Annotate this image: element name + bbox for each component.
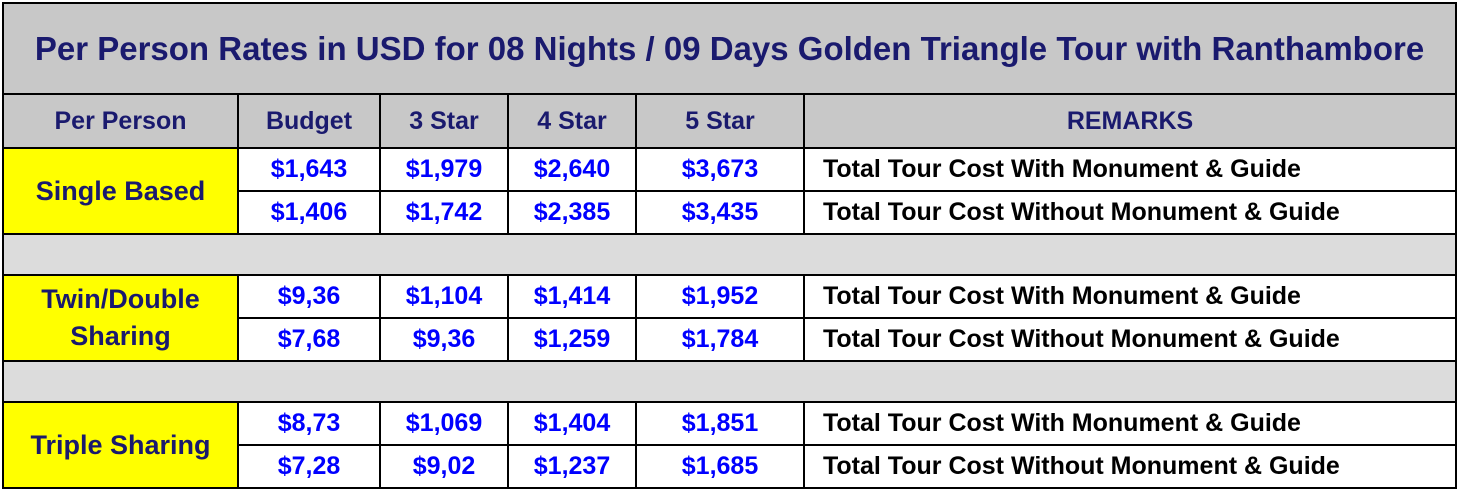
- spacer-row: [1, 360, 1458, 403]
- remarks-cell: Total Tour Cost Without Monument & Guide: [802, 317, 1458, 362]
- group-label-twin-double-sharing: Twin/Double Sharing: [2, 274, 239, 362]
- price-budget: $1,406: [237, 190, 381, 235]
- price-3-star: $9,36: [379, 317, 509, 362]
- header-3-star: 3 Star: [379, 93, 509, 149]
- group-label-triple-sharing: Triple Sharing: [2, 401, 239, 489]
- header-4-star: 4 Star: [507, 93, 637, 149]
- spacer-cell: [1, 360, 1458, 403]
- price-5-star: $1,784: [635, 317, 805, 362]
- price-4-star: $1,404: [507, 401, 637, 446]
- price-5-star: $1,952: [635, 274, 805, 319]
- table-body: Per Person Rates in USD for 08 Nights / …: [1, 2, 1458, 489]
- table-row: $7,68 $9,36 $1,259 $1,784 Total Tour Cos…: [3, 317, 1458, 362]
- price-3-star: $1,104: [379, 274, 509, 319]
- price-4-star: $1,259: [507, 317, 637, 362]
- header-per-person: Per Person: [2, 93, 239, 149]
- price-budget: $7,68: [237, 317, 381, 362]
- spacer-row: [1, 233, 1458, 276]
- header-remarks: REMARKS: [802, 93, 1458, 149]
- price-5-star: $1,851: [635, 401, 805, 446]
- remarks-cell: Total Tour Cost With Monument & Guide: [802, 147, 1458, 192]
- price-4-star: $2,640: [507, 147, 637, 192]
- rates-table: Per Person Rates in USD for 08 Nights / …: [1, 2, 1458, 489]
- price-budget: $1,643: [237, 147, 381, 192]
- spacer-cell: [1, 233, 1458, 276]
- remarks-cell: Total Tour Cost With Monument & Guide: [802, 401, 1458, 446]
- price-3-star: $1,979: [379, 147, 509, 192]
- remarks-cell: Total Tour Cost Without Monument & Guide: [802, 444, 1458, 489]
- header-5-star: 5 Star: [635, 93, 805, 149]
- price-3-star: $1,742: [379, 190, 509, 235]
- price-budget: $8,73: [237, 401, 381, 446]
- table-row: Triple Sharing $8,73 $1,069 $1,404 $1,85…: [2, 401, 1458, 489]
- price-budget: $9,36: [237, 274, 381, 319]
- table-row: Single Based $1,643 $1,979 $2,640 $3,673…: [2, 147, 1458, 235]
- price-5-star: $1,685: [635, 444, 805, 489]
- table-row: Twin/Double Sharing $9,36 $1,104 $1,414 …: [2, 274, 1458, 362]
- table-row: $7,28 $9,02 $1,237 $1,685 Total Tour Cos…: [3, 444, 1458, 489]
- price-4-star: $2,385: [507, 190, 637, 235]
- price-4-star: $1,237: [507, 444, 637, 489]
- table-title: Per Person Rates in USD for 08 Nights / …: [1, 2, 1458, 95]
- title-row: Per Person Rates in USD for 08 Nights / …: [1, 2, 1458, 95]
- price-5-star: $3,435: [635, 190, 805, 235]
- header-budget: Budget: [237, 93, 381, 149]
- price-5-star: $3,673: [635, 147, 805, 192]
- group-label-single-based: Single Based: [2, 147, 239, 235]
- table-row: $1,406 $1,742 $2,385 $3,435 Total Tour C…: [3, 190, 1458, 235]
- remarks-cell: Total Tour Cost With Monument & Guide: [802, 274, 1458, 319]
- price-budget: $7,28: [237, 444, 381, 489]
- price-4-star: $1,414: [507, 274, 637, 319]
- header-row: Per Person Budget 3 Star 4 Star 5 Star R…: [2, 93, 1458, 149]
- price-3-star: $9,02: [379, 444, 509, 489]
- remarks-cell: Total Tour Cost Without Monument & Guide: [802, 190, 1458, 235]
- price-3-star: $1,069: [379, 401, 509, 446]
